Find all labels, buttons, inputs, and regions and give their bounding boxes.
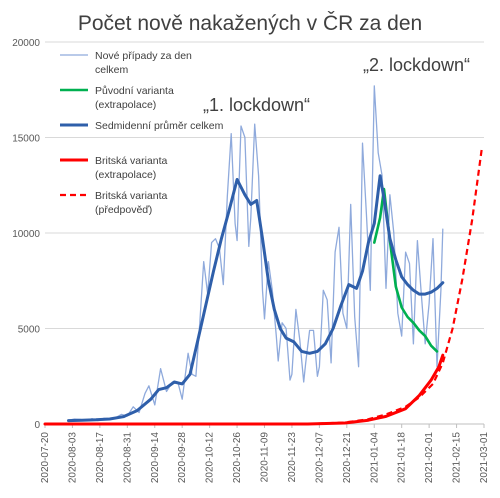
x-tick-label: 2020-11-23 bbox=[287, 432, 298, 483]
y-tick-label: 5000 bbox=[18, 325, 41, 336]
x-tick-label: 2020-08-17 bbox=[95, 432, 106, 484]
series-line-5 bbox=[307, 146, 484, 426]
legend-label-2: Původní varianta (extrapolace) bbox=[95, 85, 174, 111]
y-tick-label: 0 bbox=[34, 420, 40, 431]
x-axis-ticks: 2020-07-20 2020-08-03 2020-08-17 2020-08-31… bbox=[40, 424, 490, 483]
y-axis-ticks: 0 5000 10000 15000 20000 bbox=[12, 38, 40, 431]
series-line-1 bbox=[67, 85, 444, 422]
annotation-lockdown-2: „2. lockdown“ bbox=[363, 55, 470, 75]
series-line-3 bbox=[67, 174, 445, 423]
legend-label-3: Sedmidenní průměr celkem bbox=[95, 120, 224, 132]
x-tick-label: 2020-12-07 bbox=[314, 432, 325, 484]
chart-title: Počet nově nakažených v ČR za den bbox=[78, 12, 422, 35]
x-tick-label: 2020-10-12 bbox=[205, 432, 216, 484]
x-tick-label: 2021-01-04 bbox=[369, 432, 380, 484]
legend-label-4: Britská varianta (extrapolace) bbox=[95, 155, 168, 181]
y-tick-label: 10000 bbox=[12, 229, 40, 240]
legend: Nové případy za den celkem Původní variant… bbox=[60, 50, 224, 216]
x-tick-label: 2021-02-01 bbox=[424, 432, 435, 484]
x-tick-label: 2020-10-26 bbox=[232, 432, 243, 484]
x-tick-label: 2020-08-31 bbox=[122, 432, 133, 484]
x-tick-label: 2020-08-03 bbox=[67, 432, 78, 484]
x-tick-label: 2020-12-21 bbox=[342, 432, 353, 484]
x-tick-label: 2020-09-14 bbox=[150, 432, 161, 484]
series-line-4 bbox=[43, 353, 445, 426]
y-tick-label: 15000 bbox=[12, 134, 40, 145]
x-tick-label: 2020-11-09 bbox=[260, 432, 271, 483]
x-tick-label: 2020-09-28 bbox=[177, 432, 188, 484]
y-tick-label: 20000 bbox=[12, 38, 40, 49]
x-tick-label: 2021-03-01 bbox=[479, 432, 490, 484]
annotation-lockdown-1: „1. lockdown“ bbox=[203, 95, 310, 115]
legend-label-1: Nové případy za den celkem bbox=[95, 50, 192, 76]
series-layer bbox=[43, 85, 484, 426]
legend-label-5: Britská varianta (předpověď) bbox=[95, 190, 168, 216]
x-tick-label: 2020-07-20 bbox=[40, 432, 51, 484]
x-tick-label: 2021-01-18 bbox=[397, 432, 408, 484]
x-tick-label: 2021-02-15 bbox=[452, 432, 463, 484]
